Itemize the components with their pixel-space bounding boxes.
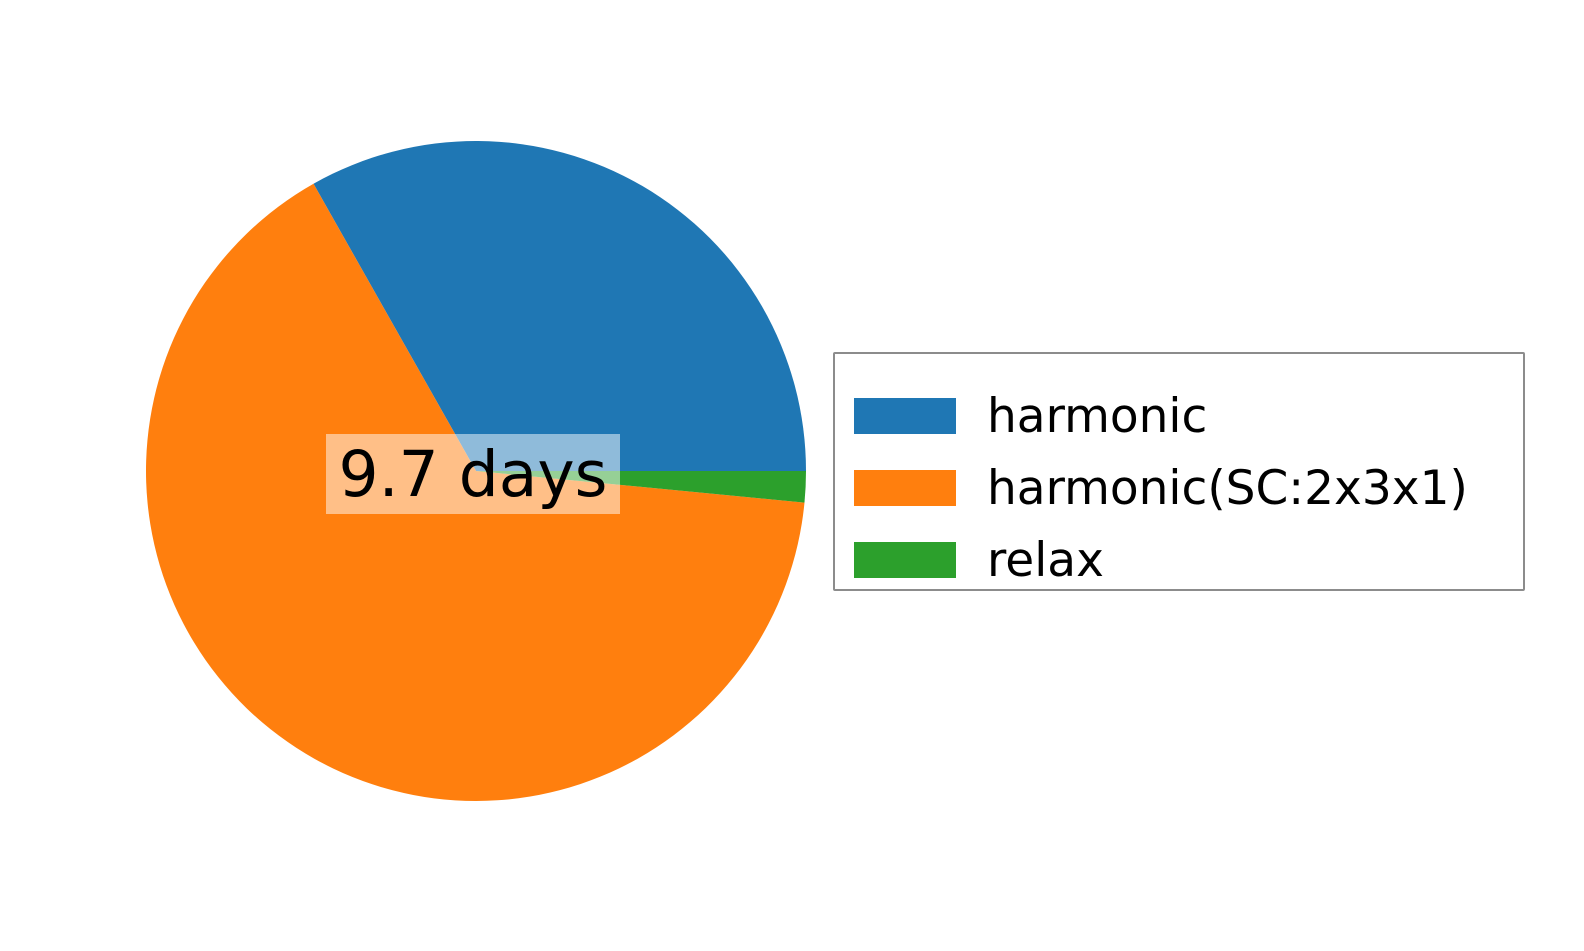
legend: harmonic harmonic(SC:2x3x1) relax — [833, 352, 1525, 591]
legend-row[interactable]: harmonic(SC:2x3x1) — [854, 452, 1523, 524]
legend-row[interactable]: harmonic — [854, 380, 1523, 452]
pie-center-label: 9.7 days — [326, 434, 620, 514]
legend-swatch-harmonic-sc — [854, 470, 956, 506]
legend-label: harmonic(SC:2x3x1) — [987, 460, 1468, 516]
pie-slice-harmonic[interactable] — [313, 140, 807, 471]
legend-swatch-relax — [854, 542, 956, 578]
legend-swatch-harmonic — [854, 398, 956, 434]
legend-row[interactable]: relax — [854, 524, 1523, 596]
legend-label: harmonic — [987, 388, 1208, 444]
legend-entry-list: harmonic harmonic(SC:2x3x1) relax — [835, 354, 1523, 589]
legend-label: relax — [987, 532, 1104, 588]
